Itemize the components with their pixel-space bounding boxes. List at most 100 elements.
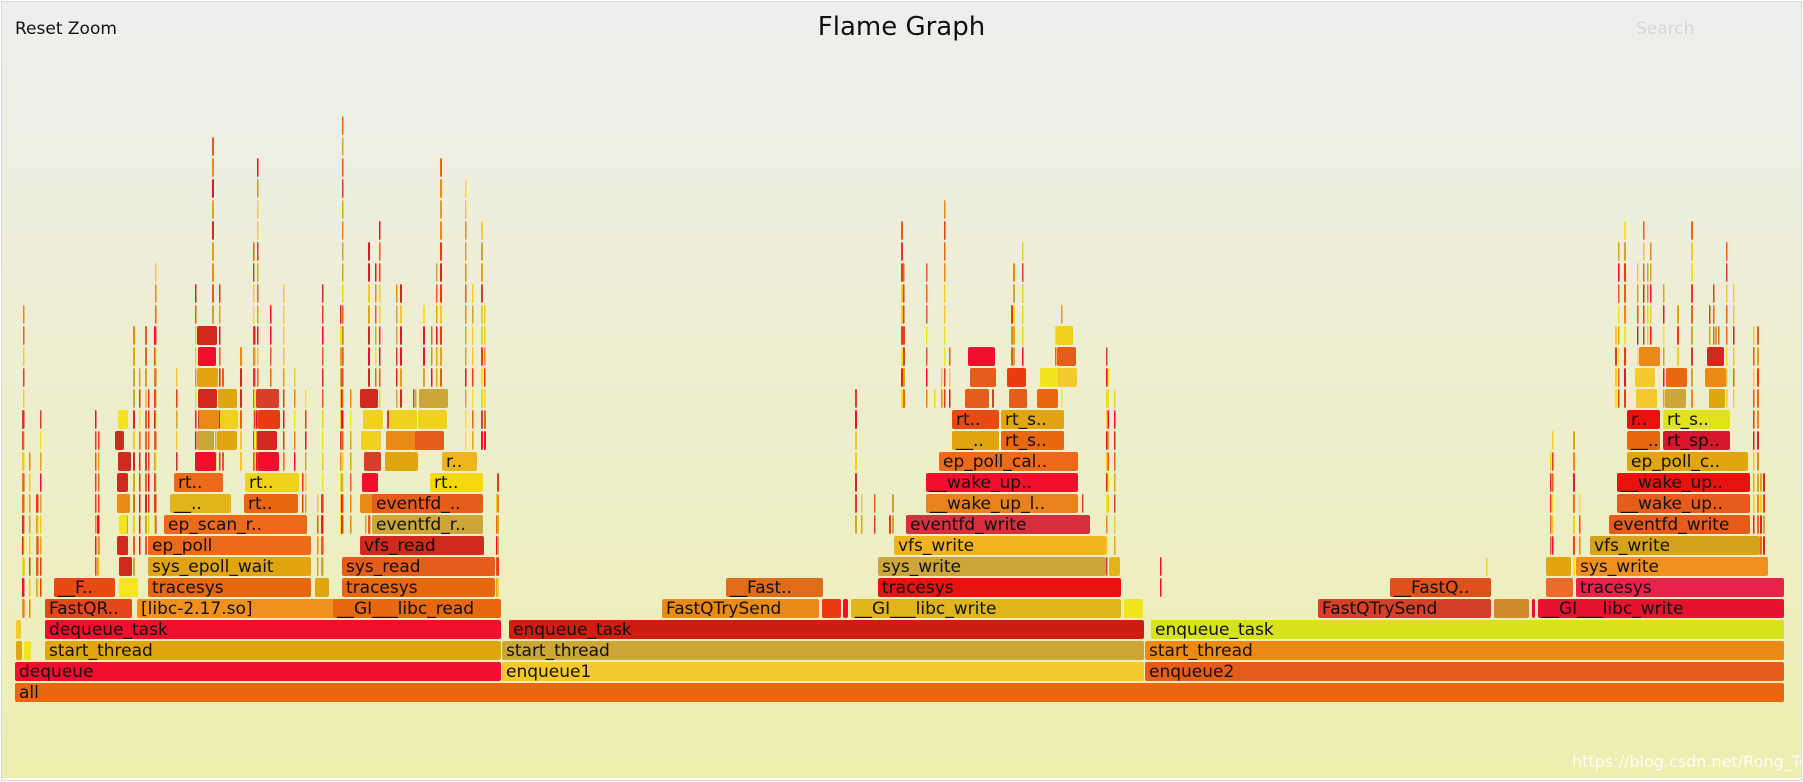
flame-frame-sliver[interactable]	[364, 452, 381, 471]
flame-frame-sliver[interactable]	[148, 473, 150, 492]
flame-frame[interactable]: __..	[952, 431, 999, 451]
flame-frame-sliver[interactable]	[342, 116, 344, 135]
flame-frame-sliver[interactable]	[219, 347, 221, 366]
flame-frame-sliver[interactable]	[317, 515, 319, 534]
flame-frame-sliver[interactable]	[258, 452, 279, 471]
flame-frame[interactable]	[1124, 599, 1143, 618]
flame-frame[interactable]: __GI___libc_read	[333, 599, 501, 619]
flame-frame-sliver[interactable]	[970, 368, 996, 387]
flame-frame-sliver[interactable]	[199, 410, 219, 429]
flame-frame-sliver[interactable]	[1643, 326, 1645, 345]
flame-frame-sliver[interactable]	[1550, 515, 1552, 534]
flame-frame-sliver[interactable]	[1733, 347, 1735, 366]
flame-frame-sliver[interactable]	[240, 410, 242, 429]
flame-frame-sliver[interactable]	[440, 263, 442, 282]
flame-frame-sliver[interactable]	[968, 347, 995, 366]
flame-frame-sliver[interactable]	[1753, 452, 1755, 471]
flame-frame-sliver[interactable]	[95, 515, 97, 534]
flame-frame-sliver[interactable]	[1573, 557, 1575, 576]
flame-frame-sliver[interactable]	[1663, 347, 1665, 366]
flame-frame-sliver[interactable]	[1691, 368, 1693, 387]
flame-frame-sliver[interactable]	[1550, 536, 1552, 555]
flame-frame-sliver[interactable]	[1650, 326, 1652, 345]
flame-frame-sliver[interactable]	[484, 305, 486, 324]
flame-frame-sliver[interactable]	[322, 431, 324, 450]
flame-frame-sliver[interactable]	[254, 431, 256, 450]
flame-frame-sliver[interactable]	[901, 368, 903, 387]
flame-frame[interactable]: ep_poll	[148, 536, 311, 556]
flame-frame-sliver[interactable]	[484, 326, 486, 345]
flame-frame[interactable]: rt_s..	[1001, 410, 1064, 430]
flame-frame-sliver[interactable]	[22, 494, 24, 513]
flame-frame-sliver[interactable]	[212, 263, 214, 282]
flame-frame-sliver[interactable]	[1106, 536, 1108, 555]
flame-frame-sliver[interactable]	[119, 557, 132, 576]
flame-frame-sliver[interactable]	[481, 368, 483, 387]
flame-frame-sliver[interactable]	[95, 410, 97, 429]
flame-frame[interactable]: sys_epoll_wait	[148, 557, 311, 577]
flame-frame-sliver[interactable]	[440, 158, 442, 177]
flame-frame-sliver[interactable]	[1663, 368, 1665, 387]
flame-frame-sliver[interactable]	[423, 326, 425, 345]
flame-frame-sliver[interactable]	[1624, 326, 1626, 345]
flame-frame-sliver[interactable]	[396, 389, 398, 408]
flame-frame-sliver[interactable]	[145, 536, 147, 555]
flame-frame-sliver[interactable]	[949, 389, 951, 408]
flame-frame-sliver[interactable]	[400, 305, 402, 324]
flame-frame-sliver[interactable]	[305, 410, 307, 429]
flame-frame-sliver[interactable]	[400, 326, 402, 345]
flame-frame-sliver[interactable]	[1056, 326, 1073, 345]
flame-frame-sliver[interactable]	[322, 473, 324, 492]
flame-frame-sliver[interactable]	[1718, 326, 1720, 345]
flame-frame-sliver[interactable]	[350, 452, 352, 471]
flame-frame-sliver[interactable]	[1760, 536, 1762, 555]
flame-frame[interactable]: rt..	[952, 410, 999, 430]
flame-frame-sliver[interactable]	[294, 368, 296, 387]
flame-frame-sliver[interactable]	[944, 200, 946, 219]
flame-frame-sliver[interactable]	[892, 494, 894, 513]
flame-frame-sliver[interactable]	[302, 473, 304, 492]
flame-frame-sliver[interactable]	[1753, 431, 1755, 450]
flame-frame-sliver[interactable]	[1114, 494, 1116, 513]
flame-frame-sliver[interactable]	[1643, 305, 1645, 324]
flame-frame-sliver[interactable]	[23, 347, 25, 366]
flame-frame-sliver[interactable]	[1013, 284, 1015, 303]
flame-frame-sliver[interactable]	[379, 326, 381, 345]
flame-frame-sliver[interactable]	[901, 326, 903, 345]
flame-frame-sliver[interactable]	[1691, 326, 1693, 345]
flame-frame-sliver[interactable]	[1753, 326, 1755, 345]
flame-frame-sliver[interactable]	[901, 305, 903, 324]
flame-frame-sliver[interactable]	[1663, 389, 1665, 408]
flame-frame[interactable]	[16, 641, 22, 660]
flame-frame-sliver[interactable]	[145, 515, 147, 534]
flame-frame-sliver[interactable]	[217, 431, 237, 450]
flame-frame-sliver[interactable]	[1552, 515, 1554, 534]
flame-frame[interactable]: FastQR..	[45, 599, 132, 619]
flame-frame-sliver[interactable]	[472, 347, 474, 366]
flame-frame-sliver[interactable]	[212, 200, 214, 219]
flame-frame-sliver[interactable]	[1579, 494, 1581, 513]
flame-frame-sliver[interactable]	[1763, 494, 1765, 513]
flame-frame-sliver[interactable]	[1624, 347, 1626, 366]
flame-frame-sliver[interactable]	[440, 200, 442, 219]
flame-frame-sliver[interactable]	[1624, 284, 1626, 303]
flame-frame-sliver[interactable]	[497, 473, 499, 492]
flame-frame[interactable]: __wake_up..	[1617, 494, 1750, 514]
flame-frame-sliver[interactable]	[317, 557, 319, 576]
flame-frame-sliver[interactable]	[1579, 536, 1581, 555]
flame-frame-sliver[interactable]	[903, 284, 905, 303]
flame-frame-sliver[interactable]	[1650, 242, 1652, 261]
flame-frame[interactable]: rt..	[430, 473, 483, 493]
flame-frame-sliver[interactable]	[465, 179, 467, 198]
flame-frame-sliver[interactable]	[1763, 515, 1765, 534]
flame-frame-sliver[interactable]	[1709, 389, 1725, 408]
flame-frame-sliver[interactable]	[1114, 515, 1116, 534]
flame-frame-sliver[interactable]	[1082, 494, 1084, 513]
flame-frame-sliver[interactable]	[400, 368, 402, 387]
flame-frame-sliver[interactable]	[901, 263, 903, 282]
flame-frame-sliver[interactable]	[1691, 347, 1693, 366]
flame-frame-sliver[interactable]	[283, 389, 285, 408]
flame-frame-sliver[interactable]	[240, 431, 242, 450]
flame-frame-sliver[interactable]	[1637, 263, 1639, 282]
flame-frame-sliver[interactable]	[305, 452, 307, 471]
